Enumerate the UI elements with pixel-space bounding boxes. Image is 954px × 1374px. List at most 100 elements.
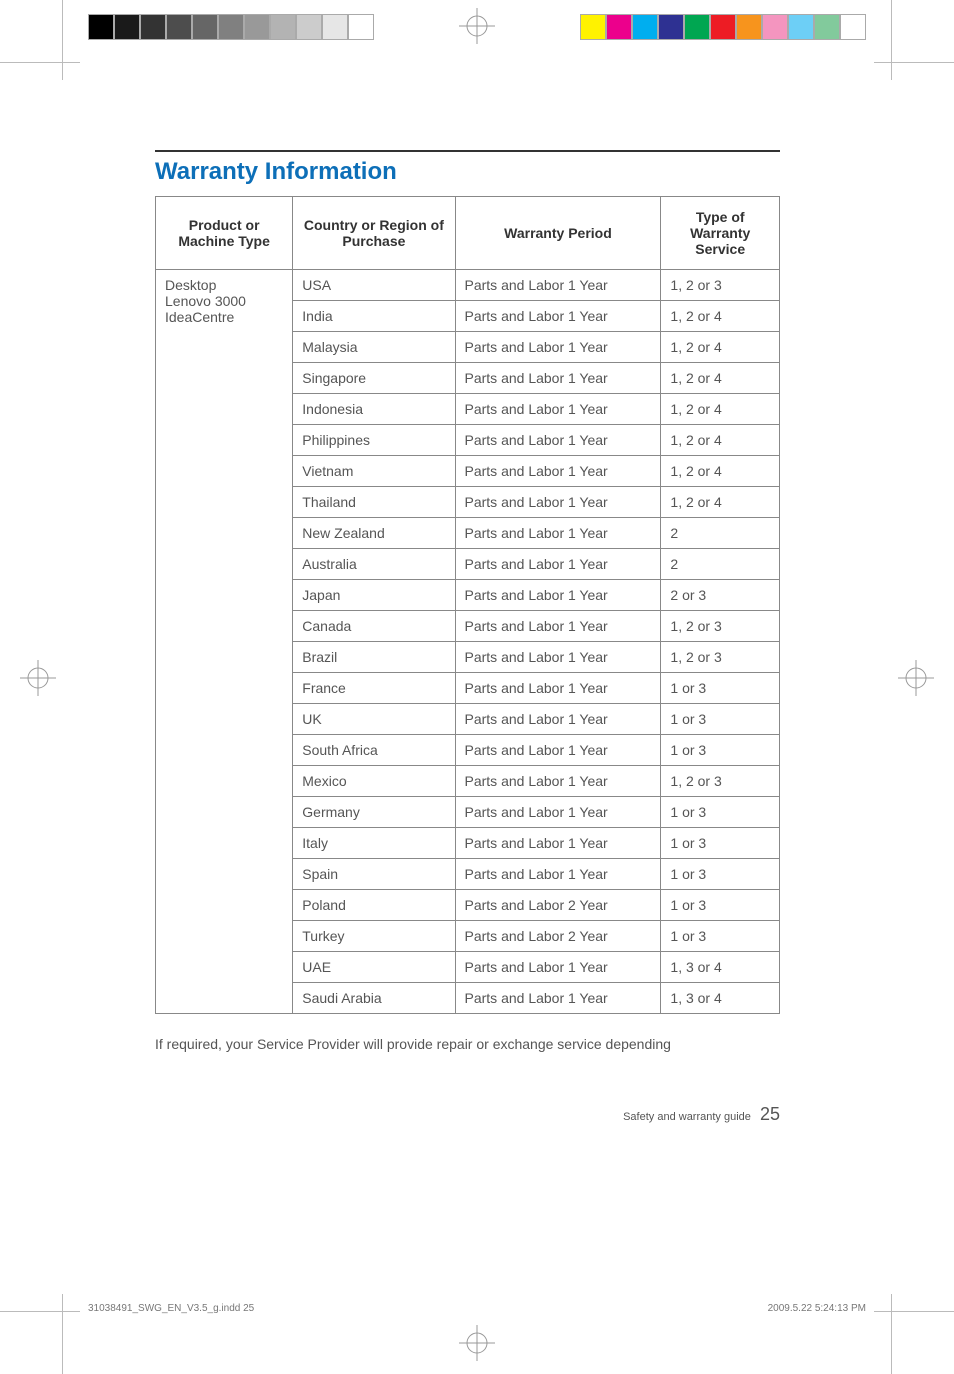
swatch xyxy=(710,14,736,40)
crop-mark-br xyxy=(874,1294,954,1374)
cell-period: Parts and Labor 2 Year xyxy=(455,890,661,921)
cell-country: Turkey xyxy=(293,921,455,952)
cell-country: Malaysia xyxy=(293,332,455,363)
cell-type: 1, 2 or 4 xyxy=(661,425,780,456)
cell-country: Brazil xyxy=(293,642,455,673)
swatch xyxy=(658,14,684,40)
th-type: Type of Warranty Service xyxy=(661,197,780,270)
cell-type: 1, 2 or 3 xyxy=(661,611,780,642)
table-header-row: Product or Machine Type Country or Regio… xyxy=(156,197,780,270)
warranty-table: Product or Machine Type Country or Regio… xyxy=(155,196,780,1014)
th-country: Country or Region of Purchase xyxy=(293,197,455,270)
swatch xyxy=(736,14,762,40)
th-period: Warranty Period xyxy=(455,197,661,270)
color-swatches xyxy=(580,14,866,40)
cell-type: 1, 2 or 3 xyxy=(661,766,780,797)
th-product: Product or Machine Type xyxy=(156,197,293,270)
cell-type: 2 or 3 xyxy=(661,580,780,611)
swatch xyxy=(88,14,114,40)
cell-period: Parts and Labor 1 Year xyxy=(455,363,661,394)
cell-country: Poland xyxy=(293,890,455,921)
swatch xyxy=(348,14,374,40)
cell-type: 1, 2 or 3 xyxy=(661,270,780,301)
cell-country: France xyxy=(293,673,455,704)
cell-period: Parts and Labor 1 Year xyxy=(455,456,661,487)
cell-country: Vietnam xyxy=(293,456,455,487)
cell-type: 1, 2 or 4 xyxy=(661,456,780,487)
cell-period: Parts and Labor 1 Year xyxy=(455,518,661,549)
cell-country: Indonesia xyxy=(293,394,455,425)
cell-period: Parts and Labor 1 Year xyxy=(455,580,661,611)
cell-period: Parts and Labor 1 Year xyxy=(455,766,661,797)
cell-country: Thailand xyxy=(293,487,455,518)
grayscale-swatches xyxy=(88,14,374,40)
cell-period: Parts and Labor 1 Year xyxy=(455,983,661,1014)
page-footer: Safety and warranty guide 25 xyxy=(623,1104,780,1125)
swatch xyxy=(762,14,788,40)
cell-period: Parts and Labor 1 Year xyxy=(455,270,661,301)
footer-label: Safety and warranty guide xyxy=(623,1111,751,1123)
cell-country: Singapore xyxy=(293,363,455,394)
cell-type: 1, 2 or 4 xyxy=(661,487,780,518)
cell-type: 1, 2 or 4 xyxy=(661,394,780,425)
swatch xyxy=(218,14,244,40)
page-content: Warranty Information Product or Machine … xyxy=(155,150,780,1055)
cell-type: 1, 2 or 4 xyxy=(661,332,780,363)
swatch xyxy=(684,14,710,40)
cell-country: Australia xyxy=(293,549,455,580)
registration-mark-top xyxy=(459,8,495,49)
crop-mark-bl xyxy=(0,1294,80,1374)
cell-country: South Africa xyxy=(293,735,455,766)
cell-type: 1 or 3 xyxy=(661,828,780,859)
cell-country: Canada xyxy=(293,611,455,642)
cell-period: Parts and Labor 1 Year xyxy=(455,301,661,332)
swatch xyxy=(166,14,192,40)
registration-mark-right xyxy=(898,660,934,701)
cell-country: Japan xyxy=(293,580,455,611)
page-number: 25 xyxy=(760,1104,780,1124)
swatch xyxy=(192,14,218,40)
swatch xyxy=(606,14,632,40)
swatch xyxy=(244,14,270,40)
cell-period: Parts and Labor 1 Year xyxy=(455,611,661,642)
cell-country: UK xyxy=(293,704,455,735)
cell-period: Parts and Labor 1 Year xyxy=(455,487,661,518)
cell-country: India xyxy=(293,301,455,332)
slug-line: 31038491_SWG_EN_V3.5_g.indd 25 2009.5.22… xyxy=(88,1303,866,1314)
crop-mark-tl xyxy=(0,0,80,80)
cell-type: 2 xyxy=(661,518,780,549)
cell-period: Parts and Labor 1 Year xyxy=(455,332,661,363)
cell-type: 1, 3 or 4 xyxy=(661,952,780,983)
cell-country: New Zealand xyxy=(293,518,455,549)
cell-country: Spain xyxy=(293,859,455,890)
swatch xyxy=(322,14,348,40)
cell-period: Parts and Labor 1 Year xyxy=(455,704,661,735)
printer-marks-top xyxy=(0,0,954,50)
cell-type: 1 or 3 xyxy=(661,673,780,704)
cell-country: Mexico xyxy=(293,766,455,797)
registration-mark-left xyxy=(20,660,56,701)
cell-period: Parts and Labor 1 Year xyxy=(455,952,661,983)
cell-type: 1 or 3 xyxy=(661,704,780,735)
swatch xyxy=(114,14,140,40)
cell-type: 1 or 3 xyxy=(661,890,780,921)
cell-type: 1 or 3 xyxy=(661,735,780,766)
swatch xyxy=(632,14,658,40)
cell-period: Parts and Labor 1 Year xyxy=(455,549,661,580)
slug-left: 31038491_SWG_EN_V3.5_g.indd 25 xyxy=(88,1303,254,1314)
cell-type: 1 or 3 xyxy=(661,921,780,952)
swatch xyxy=(580,14,606,40)
cell-type: 1, 2 or 4 xyxy=(661,301,780,332)
cell-period: Parts and Labor 1 Year xyxy=(455,673,661,704)
cell-type: 1, 2 or 4 xyxy=(661,363,780,394)
section-title: Warranty Information xyxy=(155,150,780,196)
table-row: Desktop Lenovo 3000 IdeaCentreUSAParts a… xyxy=(156,270,780,301)
cell-type: 2 xyxy=(661,549,780,580)
cell-period: Parts and Labor 1 Year xyxy=(455,797,661,828)
cell-period: Parts and Labor 2 Year xyxy=(455,921,661,952)
cell-country: USA xyxy=(293,270,455,301)
crop-mark-tr xyxy=(874,0,954,80)
cell-type: 1, 3 or 4 xyxy=(661,983,780,1014)
body-paragraph: If required, your Service Provider will … xyxy=(155,1034,780,1055)
cell-country: Philippines xyxy=(293,425,455,456)
